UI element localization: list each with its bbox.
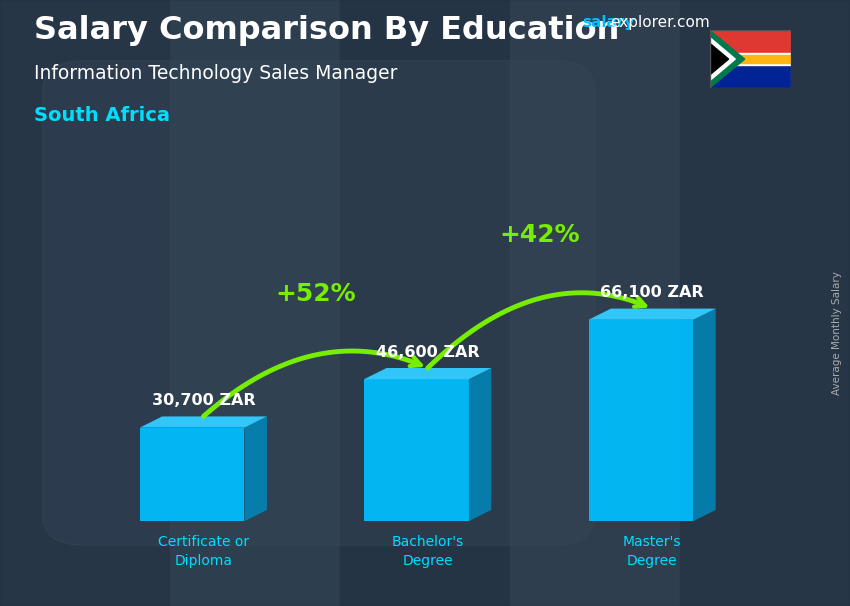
Text: South Africa: South Africa (34, 106, 170, 125)
Text: 46,600 ZAR: 46,600 ZAR (376, 345, 479, 359)
Bar (0, 0, 170, 606)
Polygon shape (710, 43, 728, 75)
Bar (710, 59, 791, 88)
Polygon shape (245, 416, 267, 521)
Text: Salary Comparison By Education: Salary Comparison By Education (34, 15, 620, 46)
Polygon shape (469, 368, 491, 521)
Polygon shape (364, 379, 469, 521)
Text: 66,100 ZAR: 66,100 ZAR (600, 285, 704, 300)
Text: Average Monthly Salary: Average Monthly Salary (832, 271, 842, 395)
Bar (710, 30, 791, 59)
Polygon shape (588, 320, 694, 521)
Bar (170, 0, 340, 606)
Polygon shape (694, 308, 716, 521)
Bar (710, 53, 791, 65)
Bar (680, 0, 850, 606)
Polygon shape (139, 428, 245, 521)
Polygon shape (710, 30, 745, 88)
Bar (340, 0, 510, 606)
FancyBboxPatch shape (42, 61, 595, 545)
Text: salary: salary (582, 15, 635, 30)
Polygon shape (139, 416, 267, 428)
Text: Certificate or
Diploma: Certificate or Diploma (158, 535, 249, 568)
Text: explorer.com: explorer.com (610, 15, 710, 30)
Text: 30,700 ZAR: 30,700 ZAR (151, 393, 255, 408)
Text: Information Technology Sales Manager: Information Technology Sales Manager (34, 64, 398, 82)
Text: +42%: +42% (500, 223, 581, 247)
Polygon shape (710, 38, 735, 81)
Polygon shape (364, 368, 491, 379)
Polygon shape (588, 308, 716, 320)
Text: +52%: +52% (275, 282, 356, 307)
Text: Bachelor's
Degree: Bachelor's Degree (392, 535, 464, 568)
Bar (710, 55, 791, 63)
Text: Master's
Degree: Master's Degree (623, 535, 682, 568)
Bar (510, 0, 680, 606)
